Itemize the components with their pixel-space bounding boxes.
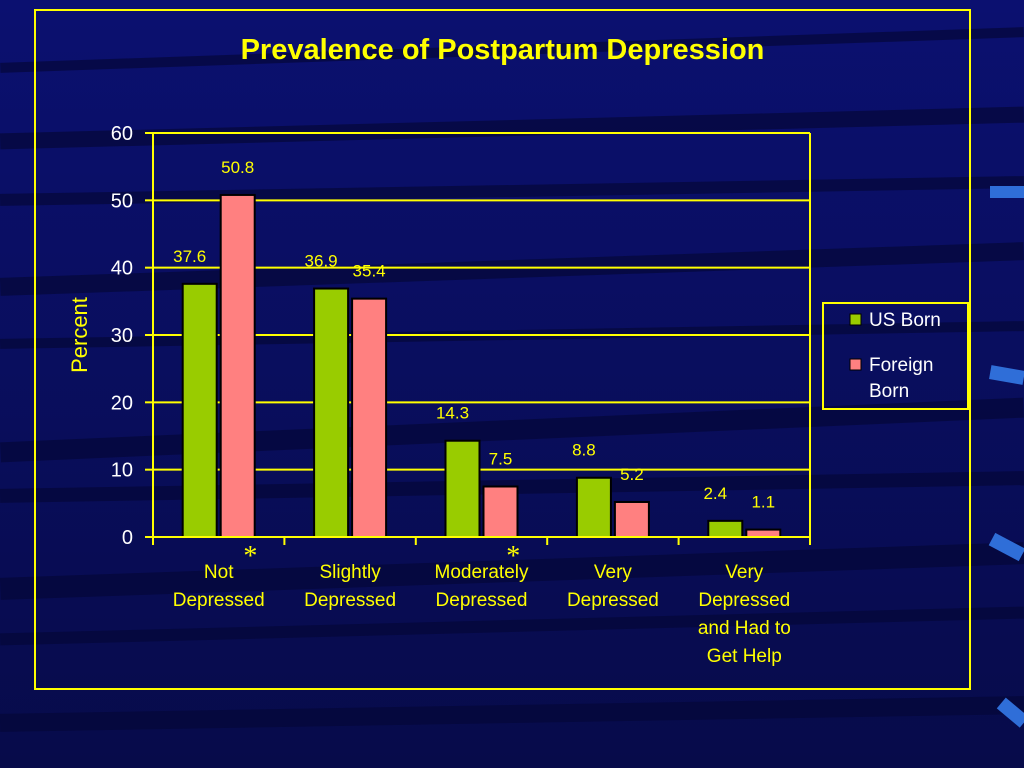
bar-foreign-born — [745, 528, 782, 538]
category-label: Depressed — [567, 590, 659, 611]
chart-title: Prevalence of Postpartum Depression — [240, 34, 765, 66]
data-label: 2.4 — [703, 484, 727, 503]
bar-foreign-born — [351, 297, 388, 539]
legend-label: Foreign — [869, 355, 933, 376]
data-label: 14.3 — [436, 404, 469, 423]
data-label: 36.9 — [305, 252, 338, 271]
bar-foreign-born — [482, 485, 519, 538]
category-label: Slightly — [319, 562, 381, 583]
y-tick-label: 20 — [111, 392, 133, 414]
y-axis-title: Percent — [67, 297, 92, 373]
y-tick-label: 60 — [111, 123, 133, 145]
legend-swatch-us-born — [849, 313, 862, 326]
bar-us-born — [181, 282, 218, 538]
data-label: 7.5 — [489, 450, 513, 469]
y-tick-label: 40 — [111, 258, 133, 280]
y-tick-label: 0 — [122, 527, 133, 549]
category-label: Very — [725, 562, 764, 583]
category-label: Not — [204, 562, 234, 583]
bar-foreign-born — [219, 193, 256, 539]
data-label: 37.6 — [173, 247, 206, 266]
y-tick-label: 30 — [111, 325, 133, 347]
chart-frame — [34, 9, 971, 690]
bar-us-born — [575, 476, 612, 539]
data-label: 35.4 — [353, 262, 386, 281]
significance-asterisk: * — [243, 541, 257, 572]
y-tick-label: 10 — [111, 460, 133, 482]
data-label: 50.8 — [221, 158, 254, 177]
category-label: Very — [594, 562, 633, 583]
category-label: Depressed — [436, 590, 528, 611]
legend-label: Born — [869, 381, 909, 402]
y-tick-label: 50 — [111, 190, 133, 212]
decorative-stripes — [988, 186, 1024, 728]
category-label: Moderately — [435, 562, 529, 583]
bar-us-born — [444, 439, 481, 539]
category-label: Depressed — [173, 590, 265, 611]
legend-box — [822, 302, 969, 410]
legend-swatch-foreign-born — [849, 358, 862, 371]
bar-us-born — [313, 287, 350, 539]
category-label: Get Help — [707, 646, 782, 667]
data-label: 8.8 — [572, 441, 596, 460]
bar-us-born — [707, 519, 744, 539]
significance-asterisk: * — [506, 541, 520, 572]
legend-label: US Born — [869, 310, 941, 331]
category-label: Depressed — [698, 590, 790, 611]
data-label: 5.2 — [620, 465, 644, 484]
bar-foreign-born — [613, 500, 650, 538]
category-label: Depressed — [304, 590, 396, 611]
category-label: and Had to — [698, 618, 791, 639]
data-label: 1.1 — [751, 493, 775, 512]
